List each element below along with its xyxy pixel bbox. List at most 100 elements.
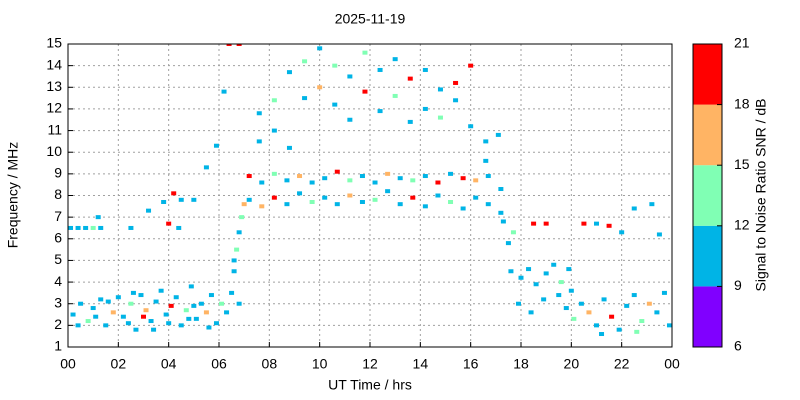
point — [646, 301, 652, 306]
point — [392, 93, 398, 98]
point — [422, 106, 428, 111]
point — [178, 323, 184, 328]
point — [105, 299, 111, 304]
point — [322, 176, 328, 181]
point — [128, 301, 134, 306]
point — [609, 314, 615, 319]
colorbar-frame — [692, 43, 723, 348]
x-tick-label: 00 — [664, 356, 680, 372]
colorbar-segment — [693, 165, 722, 226]
point — [213, 143, 219, 148]
colorbar-tick-label: 18 — [734, 95, 750, 111]
colorbar-segment — [693, 286, 722, 347]
point — [206, 325, 212, 330]
y-tick-label: 12 — [46, 100, 62, 116]
point — [203, 310, 209, 315]
point — [141, 314, 146, 319]
point — [407, 119, 413, 124]
point — [437, 115, 443, 120]
point — [578, 301, 584, 306]
point — [473, 195, 479, 200]
point — [558, 280, 564, 285]
point — [271, 98, 277, 103]
point — [571, 316, 577, 321]
point — [601, 297, 607, 302]
point — [317, 46, 323, 51]
point — [213, 321, 219, 326]
point — [208, 293, 214, 298]
point — [551, 262, 557, 267]
point — [317, 85, 323, 90]
point — [234, 247, 240, 252]
point — [485, 202, 491, 207]
point — [568, 288, 574, 293]
point — [533, 282, 539, 287]
colorbar: 6 9 12 15 18 21 — [692, 35, 750, 354]
point — [166, 321, 172, 326]
point — [173, 295, 179, 300]
point — [468, 63, 474, 68]
x-tick-label: 12 — [362, 356, 378, 372]
chart-title: 2025-11-19 — [335, 11, 406, 27]
point — [78, 301, 84, 306]
y-tick-label: 8 — [54, 186, 62, 202]
point — [133, 327, 139, 332]
point — [284, 178, 290, 183]
x-tick-label: 18 — [513, 356, 529, 372]
point — [128, 225, 134, 230]
point — [453, 80, 459, 85]
point — [259, 180, 265, 185]
point — [631, 293, 637, 298]
point — [448, 199, 454, 204]
x-tick-label: 06 — [211, 356, 227, 372]
point — [286, 70, 292, 75]
point — [302, 96, 308, 101]
point — [284, 202, 290, 207]
point — [198, 301, 204, 306]
point — [302, 59, 308, 64]
point — [236, 230, 242, 235]
point — [256, 139, 262, 144]
point — [634, 329, 640, 334]
point — [75, 225, 81, 230]
point — [498, 187, 504, 192]
point — [666, 323, 672, 328]
point — [359, 174, 365, 179]
point — [468, 124, 474, 129]
point — [543, 271, 549, 276]
colorbar-segment — [693, 104, 722, 166]
point — [259, 204, 265, 209]
point — [410, 178, 416, 183]
y-tick-label: 9 — [54, 165, 62, 181]
point — [631, 206, 637, 211]
point — [90, 306, 96, 311]
point — [410, 195, 416, 200]
grid: 00 02 04 06 08 10 12 14 16 18 20 22 0012345678910111… — [46, 35, 680, 372]
colorbar-segment — [693, 225, 722, 287]
point — [68, 225, 74, 230]
point — [163, 312, 169, 317]
y-tick-label: 14 — [46, 56, 62, 72]
y-tick-label: 2 — [54, 316, 62, 332]
x-tick-label: 20 — [564, 356, 580, 372]
point — [531, 221, 537, 226]
point — [229, 290, 235, 295]
point — [224, 310, 230, 315]
point — [143, 308, 149, 313]
point — [556, 293, 562, 298]
point — [359, 199, 365, 204]
point — [297, 191, 303, 196]
point — [661, 290, 667, 295]
point — [347, 117, 353, 122]
y-tick-label: 7 — [54, 208, 62, 224]
point — [515, 301, 521, 306]
point — [93, 314, 99, 319]
point — [161, 199, 167, 204]
point — [563, 306, 569, 311]
point — [221, 89, 227, 94]
point — [397, 202, 403, 207]
point — [586, 310, 592, 315]
y-tick-label: 11 — [47, 121, 62, 137]
point — [168, 303, 174, 308]
point — [397, 176, 403, 181]
